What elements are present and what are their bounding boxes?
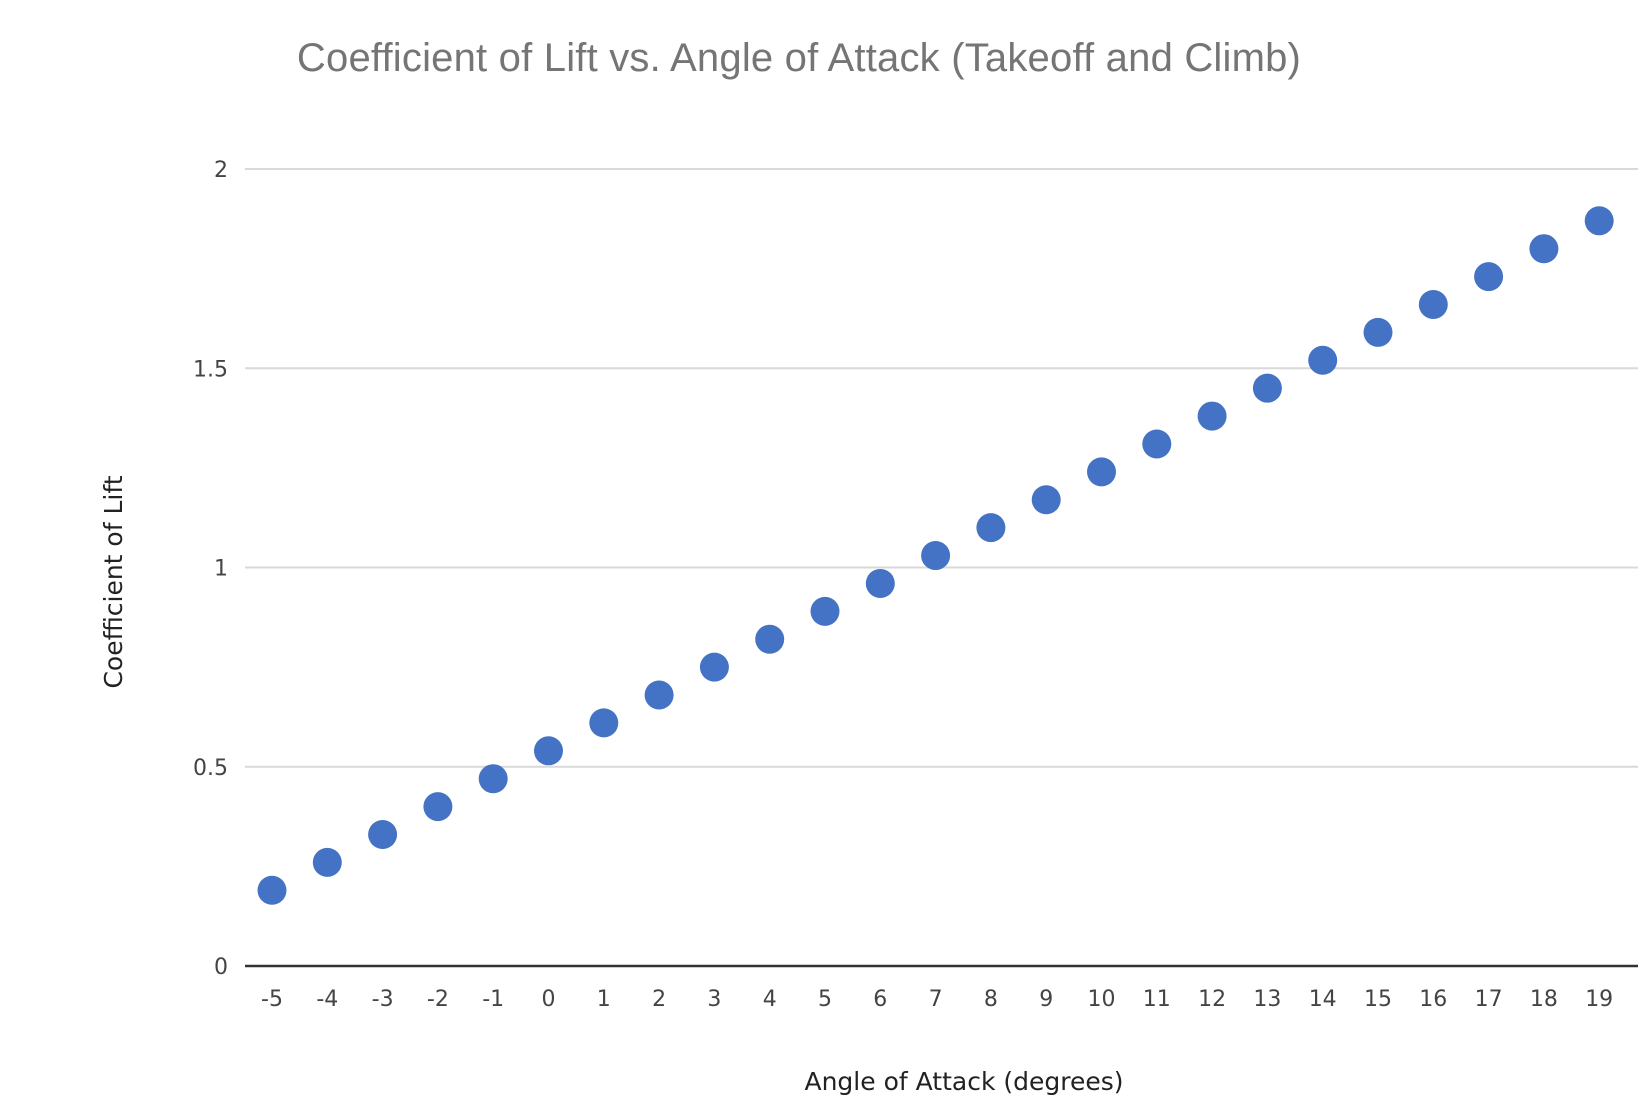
y-axis-title: Coefficient of Lift bbox=[99, 475, 128, 688]
data-point bbox=[976, 513, 1006, 543]
data-point bbox=[1197, 401, 1227, 431]
data-point bbox=[1584, 206, 1614, 236]
data-point bbox=[423, 792, 453, 822]
data-point bbox=[1529, 234, 1559, 264]
x-axis-title: Angle of Attack (degrees) bbox=[804, 1067, 1123, 1095]
data-point bbox=[1142, 429, 1172, 459]
data-point bbox=[755, 624, 785, 654]
data-point bbox=[1363, 317, 1393, 347]
x-tick-label: 13 bbox=[1253, 987, 1281, 1012]
chart-title: Coefficient of Lift vs. Angle of Attack … bbox=[0, 36, 1638, 81]
data-point bbox=[1031, 485, 1061, 515]
x-tick-label: -3 bbox=[372, 987, 394, 1012]
y-tick-label: 2 bbox=[214, 158, 228, 183]
data-point bbox=[368, 819, 398, 849]
x-tick-label: 7 bbox=[929, 987, 943, 1012]
x-tick-label: 17 bbox=[1475, 987, 1503, 1012]
y-tick-label: 1.5 bbox=[193, 357, 228, 382]
data-point bbox=[865, 568, 895, 598]
tick-labels: 00.511.52-5 -4 -3 -2 -1 0 1 2 3 4 5 6 7 8 9 10 11 12 13 14 1… bbox=[193, 158, 1613, 1012]
data-point bbox=[589, 708, 619, 738]
x-tick-label: 1 bbox=[597, 987, 611, 1012]
x-tick-label: 19 bbox=[1585, 987, 1613, 1012]
x-tick-label: 3 bbox=[707, 987, 721, 1012]
x-tick-label: 5 bbox=[818, 987, 832, 1012]
data-point bbox=[478, 764, 508, 794]
data-point bbox=[1087, 457, 1116, 487]
x-tick-label: -1 bbox=[482, 987, 504, 1012]
data-point bbox=[921, 541, 951, 571]
x-tick-label: 4 bbox=[763, 987, 777, 1012]
data-point bbox=[699, 652, 729, 682]
data-point bbox=[810, 596, 840, 626]
x-tick-label: 16 bbox=[1419, 987, 1447, 1012]
x-tick-label: 9 bbox=[1039, 987, 1053, 1012]
x-tick-label: -2 bbox=[427, 987, 449, 1012]
x-tick-label: 14 bbox=[1309, 987, 1337, 1012]
x-tick-label: 12 bbox=[1198, 987, 1226, 1012]
x-tick-label: 15 bbox=[1364, 987, 1392, 1012]
x-tick-label: 10 bbox=[1088, 987, 1116, 1012]
x-tick-label: 2 bbox=[652, 987, 666, 1012]
y-tick-label: 0.5 bbox=[193, 756, 228, 781]
data-point bbox=[257, 875, 287, 905]
data-points bbox=[257, 206, 1614, 905]
x-tick-label: -4 bbox=[316, 987, 338, 1012]
y-tick-label: 0 bbox=[214, 955, 228, 980]
gridlines bbox=[245, 168, 1638, 768]
data-point bbox=[1252, 373, 1282, 403]
data-point bbox=[1418, 289, 1448, 319]
data-point bbox=[1308, 345, 1338, 375]
chart-title-text: Coefficient of Lift vs. Angle of Attack … bbox=[296, 36, 1302, 80]
x-tick-label: 8 bbox=[984, 987, 998, 1012]
data-point bbox=[644, 680, 674, 710]
y-tick-label: 1 bbox=[214, 557, 228, 582]
data-point bbox=[312, 847, 342, 877]
x-tick-label: 0 bbox=[542, 987, 556, 1012]
data-point bbox=[1474, 262, 1504, 292]
x-tick-label: 6 bbox=[873, 987, 887, 1012]
x-tick-label: -5 bbox=[261, 987, 283, 1012]
x-tick-label: 11 bbox=[1143, 987, 1171, 1012]
x-tick-label: 18 bbox=[1530, 987, 1558, 1012]
data-point bbox=[534, 736, 563, 766]
